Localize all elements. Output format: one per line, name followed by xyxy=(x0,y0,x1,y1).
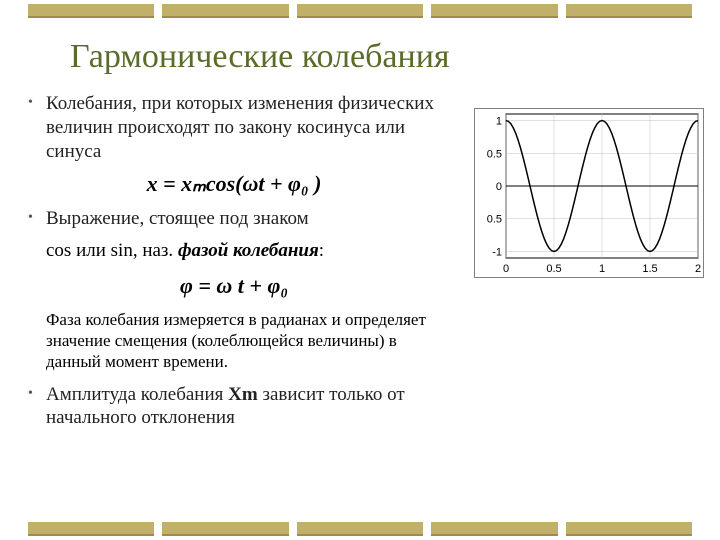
svg-text:0: 0 xyxy=(496,181,502,193)
cosine-chart: 0 0.5 1 1.5 2 -1 0.5 0 0.5 1 xyxy=(474,108,704,278)
b3-xm: Xm xyxy=(228,384,258,405)
band-seg xyxy=(566,522,692,536)
band-seg xyxy=(431,4,557,18)
decor-band-bottom xyxy=(0,522,720,536)
bullet-2: Выражение, стоящее под знаком xyxy=(24,207,444,231)
svg-text:0: 0 xyxy=(503,263,509,275)
b2-post: : xyxy=(319,240,324,261)
band-seg xyxy=(162,522,288,536)
b2-em: фазой колебания xyxy=(178,240,319,261)
band-seg xyxy=(162,4,288,18)
bullet-2-line1: Выражение, стоящее под знаком xyxy=(46,208,309,229)
svg-text:0.5: 0.5 xyxy=(546,263,561,275)
band-seg xyxy=(28,4,154,18)
formula-2-text: φ = ω t + φ₀ xyxy=(180,273,288,298)
bullet-1: Колебания, при которых изменения физичес… xyxy=(24,92,444,163)
band-seg xyxy=(297,4,423,18)
page-title: Гармонические колебания xyxy=(70,38,450,76)
band-seg xyxy=(28,522,154,536)
b2-pre: cos или sin, наз. xyxy=(46,240,178,261)
bullet-list: Амплитуда колебания Xm зависит только от… xyxy=(24,383,444,431)
decor-band-top xyxy=(0,4,720,18)
formula-1-text: x = xₘcos(ωt + φ₀ ) xyxy=(147,171,322,196)
phase-note: Фаза колебания измеряется в радианах и о… xyxy=(24,309,444,373)
bullet-list: Колебания, при которых изменения физичес… xyxy=(24,92,444,163)
content-body: Колебания, при которых изменения физичес… xyxy=(24,92,444,438)
svg-text:1: 1 xyxy=(496,116,502,128)
band-seg xyxy=(431,522,557,536)
formula-1: x = xₘcos(ωt + φ₀ ) xyxy=(24,171,444,197)
formula-2: φ = ω t + φ₀ xyxy=(24,273,444,299)
band-seg xyxy=(566,4,692,18)
svg-text:-1: -1 xyxy=(492,246,502,258)
bullet-list: Выражение, стоящее под знаком xyxy=(24,207,444,231)
svg-text:0.5: 0.5 xyxy=(487,214,502,226)
svg-text:1: 1 xyxy=(599,263,605,275)
bullet-2-line2: cos или sin, наз. фазой колебания: xyxy=(24,239,444,263)
bullet-3: Амплитуда колебания Xm зависит только от… xyxy=(24,383,444,431)
svg-text:1.5: 1.5 xyxy=(642,263,657,275)
cosine-chart-svg: 0 0.5 1 1.5 2 -1 0.5 0 0.5 1 xyxy=(474,108,704,278)
b3-pre: Амплитуда колебания xyxy=(46,384,228,405)
svg-text:2: 2 xyxy=(695,263,701,275)
svg-text:0.5: 0.5 xyxy=(487,148,502,160)
band-seg xyxy=(297,522,423,536)
